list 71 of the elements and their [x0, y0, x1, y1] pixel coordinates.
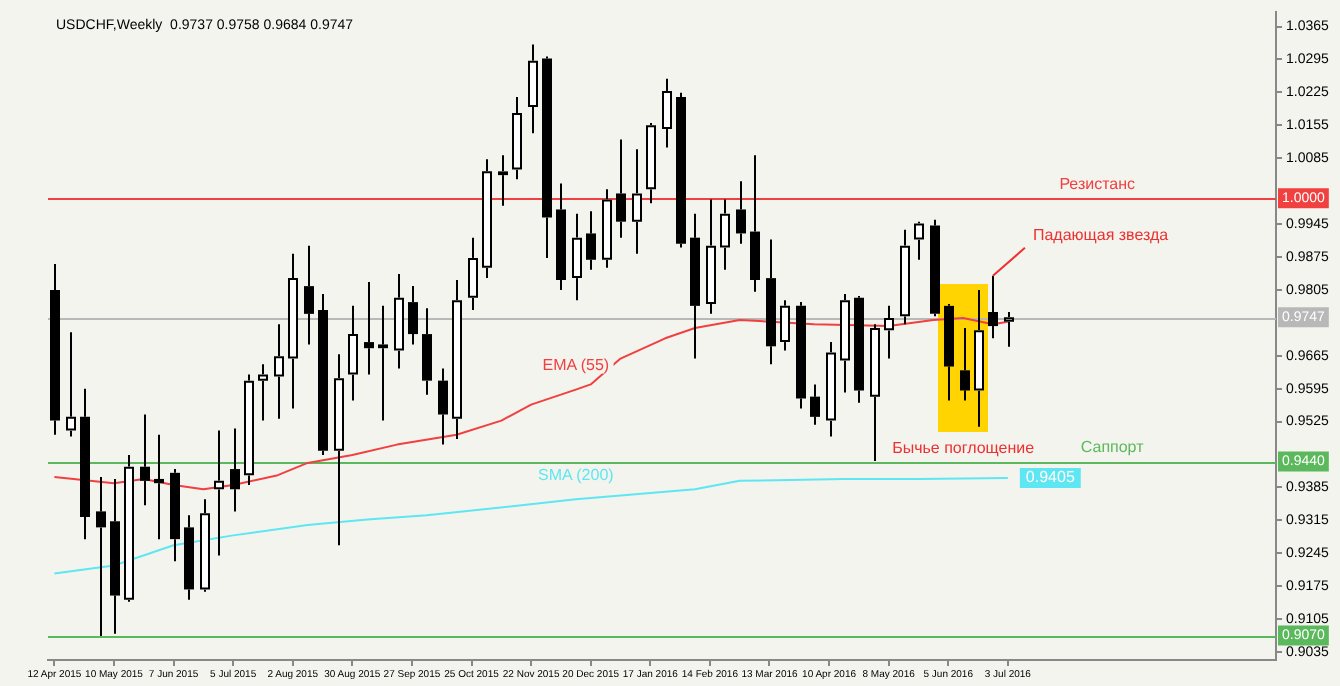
candlestick	[498, 154, 508, 207]
candlestick	[1004, 310, 1014, 348]
candlestick	[900, 228, 910, 326]
candlestick	[826, 341, 836, 438]
candlestick	[736, 180, 746, 245]
candlestick	[258, 363, 268, 422]
candlestick	[170, 468, 180, 563]
candlestick	[214, 429, 224, 557]
candlestick	[542, 55, 552, 259]
candlestick	[572, 212, 582, 302]
annotation: Падающая звезда	[1032, 226, 1170, 245]
annotation: Бычье поглощение	[892, 439, 1036, 458]
candlestick	[96, 476, 106, 638]
candlestick	[720, 198, 730, 271]
candlestick	[750, 154, 760, 293]
candlestick	[274, 323, 284, 420]
candlestick	[854, 294, 864, 404]
candlestick	[988, 274, 998, 340]
candlestick	[184, 514, 194, 601]
candlestick	[960, 326, 970, 402]
candlestick	[646, 121, 656, 205]
candlestick	[334, 353, 344, 547]
candlestick	[468, 236, 478, 312]
candlestick	[914, 220, 924, 261]
candlestick	[632, 148, 642, 255]
annotation: Саппорт	[1080, 437, 1145, 456]
candlestick	[706, 198, 716, 315]
candlestick	[140, 413, 150, 507]
candlestick	[690, 212, 700, 360]
annotation: Резистанс	[1059, 174, 1136, 193]
candlestick	[766, 238, 776, 366]
candlestick	[154, 433, 164, 541]
candlestick	[974, 288, 984, 428]
candlestick	[66, 331, 76, 438]
candlestick	[438, 367, 448, 446]
candlestick	[304, 244, 314, 346]
candlestick	[378, 304, 388, 422]
candlestick	[796, 301, 806, 410]
candlestick	[230, 427, 240, 513]
candlestick	[124, 453, 134, 603]
candlestick	[318, 293, 328, 456]
candlestick	[944, 302, 954, 402]
candlestick	[244, 373, 254, 487]
candlestick	[422, 307, 432, 396]
candlestick	[602, 188, 612, 269]
candlestick	[394, 272, 404, 370]
candlestick	[780, 299, 790, 352]
candlestick	[80, 387, 90, 541]
candlestick	[200, 498, 210, 593]
candlestick	[482, 158, 492, 280]
candlestick	[662, 77, 672, 149]
candlestick	[110, 477, 120, 635]
candlestick	[616, 138, 626, 239]
candlestick	[528, 43, 538, 135]
candlestick	[870, 323, 880, 463]
candlestick	[512, 96, 522, 181]
annotation: SMA (200)	[538, 465, 615, 484]
candlestick	[884, 304, 894, 360]
candlestick	[840, 293, 850, 394]
candlestick	[676, 91, 686, 249]
annotation: EMA (55)	[542, 355, 610, 374]
candlestick	[50, 263, 60, 436]
candlestick	[288, 252, 298, 410]
candlestick	[348, 304, 358, 402]
candlestick	[586, 210, 596, 271]
candlestick	[810, 383, 820, 426]
candlestick	[556, 182, 566, 291]
candlestick	[452, 279, 462, 440]
candlestick	[364, 280, 374, 376]
annotation: 0.9405	[1025, 468, 1076, 487]
candlestick	[408, 285, 418, 346]
